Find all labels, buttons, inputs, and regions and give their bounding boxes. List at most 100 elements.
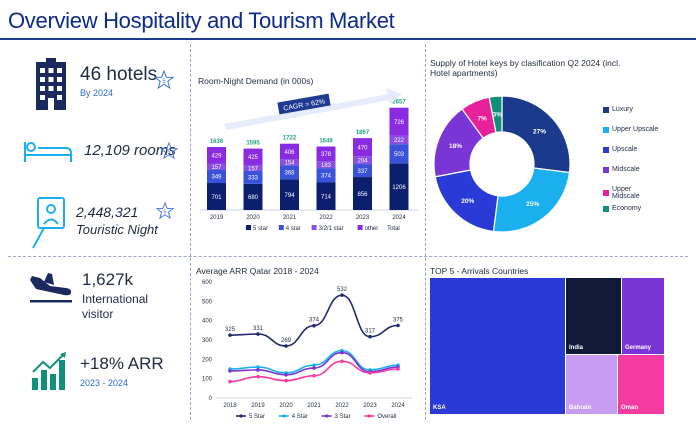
- x-tick-label: 2021: [307, 403, 321, 409]
- bar-total-label: 1649: [319, 139, 333, 145]
- growth-chart-icon: [32, 352, 66, 390]
- bar-total-label: 1722: [283, 136, 297, 142]
- bar-segment: [207, 183, 226, 210]
- visitors-label-2: visitor: [82, 307, 114, 321]
- bar-value-label: 154: [284, 161, 295, 167]
- bar-value-label: 204: [357, 158, 368, 164]
- selfie-stick-icon: [32, 197, 65, 249]
- bed-icon: [24, 142, 72, 162]
- bar-segment: [243, 164, 263, 171]
- demand-bar-chart: 701 349 157 429 1636 2019 680 333 157 425 1595 2020…: [200, 88, 418, 232]
- legend-swatch: [603, 190, 609, 196]
- hotels-subtitle: By 2024: [80, 88, 114, 98]
- divider-left: [190, 44, 191, 420]
- bar-segment: [243, 148, 263, 165]
- divider-middle: [425, 44, 426, 420]
- data-point: [284, 344, 288, 348]
- svg-text:5: 5: [168, 150, 171, 156]
- data-point: [256, 332, 260, 336]
- keys-donut-chart: 27% 25% 20% 18% 7% 3%: [433, 95, 571, 233]
- bar-segment: [316, 146, 336, 162]
- legend-label: Economy: [612, 205, 642, 212]
- bar-value-label: 726: [394, 120, 405, 126]
- bar-segment: [353, 164, 372, 178]
- bar-value-label: 157: [248, 166, 259, 172]
- bar-segment: [389, 163, 409, 210]
- data-point: [256, 368, 260, 372]
- bar-segment: [316, 182, 336, 210]
- y-tick-label: 500: [202, 299, 213, 305]
- legend-label: Overall: [377, 414, 396, 420]
- bar-value-label: 425: [248, 155, 259, 161]
- data-label: 375: [393, 318, 404, 324]
- y-tick-label: 400: [202, 319, 213, 325]
- donut-legend-item: Economy: [603, 205, 641, 212]
- bar-value-label: 349: [211, 175, 222, 181]
- treemap-cell: Germany: [622, 278, 664, 354]
- y-tick-label: 600: [202, 280, 213, 286]
- x-tick-label: 2020: [246, 215, 260, 221]
- demand-chart-title: Room-Night Demand (in 000s): [198, 76, 314, 86]
- bar-value-label: 368: [284, 171, 295, 177]
- airplane-landing-icon: [30, 273, 72, 303]
- legend-label: Upper Midscale: [612, 186, 640, 200]
- bar-value-label: 714: [321, 195, 332, 201]
- arr-line-chart: 0 100 200 300 400 500 600 2018 2019 2020 2021 2022 2…: [202, 280, 412, 420]
- x-tick-label: 2020: [279, 403, 293, 409]
- data-point: [312, 323, 316, 328]
- legend-marker: [367, 414, 371, 418]
- data-point: [340, 350, 344, 355]
- bar-segment: [353, 138, 372, 157]
- legend-label: 4 Star: [292, 414, 308, 420]
- visitors-count: 1,627k: [82, 270, 134, 289]
- arrivals-treemap: KSA India Germany Bahrain Oman: [430, 278, 664, 414]
- rooms-count: 12,109 rooms: [84, 142, 176, 159]
- bar-value-label: 374: [321, 174, 332, 180]
- treemap-cell: India: [566, 278, 621, 354]
- bar-segment: [280, 159, 299, 166]
- legend-label: 3 Star: [335, 414, 351, 420]
- data-point: [228, 379, 232, 384]
- data-point: [228, 333, 232, 337]
- x-tick-label: 2024: [391, 403, 405, 409]
- bar-value-label: 333: [248, 176, 259, 182]
- data-point: [284, 373, 288, 377]
- data-label: 331: [253, 326, 264, 332]
- data-point: [228, 369, 232, 373]
- treemap-label: KSA: [433, 405, 446, 411]
- y-tick-label: 300: [202, 338, 213, 344]
- bar-total-label: 1867: [356, 130, 370, 136]
- bar-value-label: 406: [284, 150, 295, 156]
- bar-segment: [389, 107, 409, 136]
- data-label: 325: [225, 327, 236, 333]
- legend-label: 5 star: [253, 226, 268, 232]
- bar-segment: [207, 163, 226, 170]
- bar-total-label: 1636: [210, 139, 224, 145]
- x-tick-label: 2023: [363, 403, 377, 409]
- legend-marker: [325, 414, 329, 418]
- data-point: [312, 363, 316, 367]
- treemap-label: Germany: [625, 345, 652, 351]
- legend-swatch: [357, 225, 363, 230]
- x-tick-label: 2023: [356, 215, 370, 221]
- treemap-cell: KSA: [430, 278, 565, 414]
- donut-slice: [501, 95, 571, 174]
- treemap-cell: Bahrain: [566, 355, 617, 414]
- donut-value-label: 27%: [533, 128, 546, 135]
- legend-label: other: [365, 226, 379, 232]
- bar-value-label: 183: [321, 163, 332, 169]
- hotel-building-icon: [36, 58, 66, 110]
- data-point: [312, 366, 316, 370]
- touristic-night-label: Touristic Night: [76, 222, 158, 237]
- arr-growth: +18% ARR: [80, 354, 164, 373]
- bar-segment: [280, 165, 299, 180]
- legend-swatch: [603, 205, 609, 212]
- treemap-label: India: [569, 345, 584, 351]
- data-label: 374: [309, 318, 320, 324]
- bar-value-label: 503: [394, 152, 405, 158]
- bar-segment: [353, 177, 372, 210]
- legend-marker: [282, 414, 286, 418]
- legend-label: Total: [387, 226, 400, 232]
- data-point: [340, 359, 344, 364]
- y-tick-label: 0: [209, 396, 213, 402]
